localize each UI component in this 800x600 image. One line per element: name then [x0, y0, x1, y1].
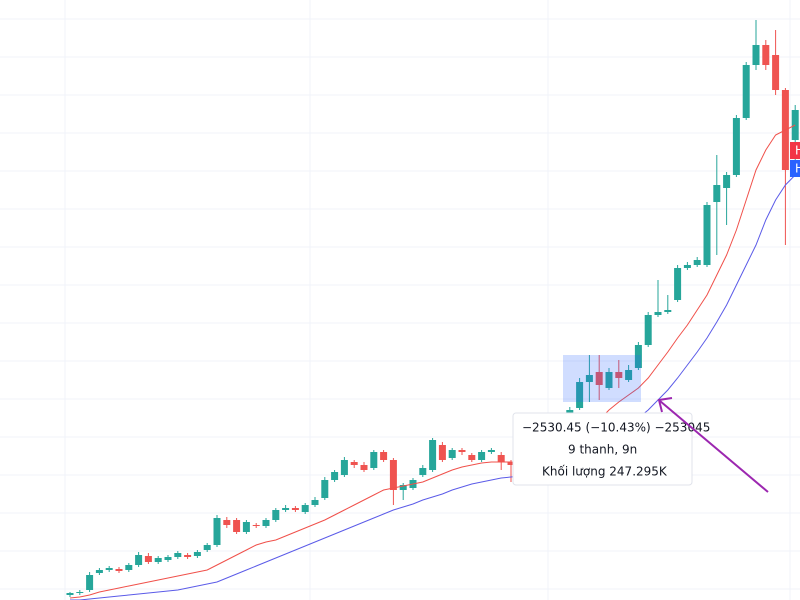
candle-body: [674, 268, 682, 300]
candle-body: [772, 55, 780, 90]
candle-body: [184, 555, 192, 557]
candle-body: [291, 508, 299, 510]
candle-body: [634, 345, 642, 368]
candle-body: [389, 460, 397, 490]
candle-body: [301, 505, 309, 512]
candle-body: [252, 525, 260, 526]
candles: [66, 20, 799, 597]
candle-body: [331, 472, 339, 480]
candle-body: [174, 553, 182, 557]
candle-body: [233, 520, 241, 532]
candle-body: [272, 510, 280, 520]
candle-body: [468, 455, 476, 460]
candle-body: [654, 312, 662, 315]
candle-body: [399, 485, 407, 490]
candle-body: [311, 500, 319, 505]
candle-body: [242, 522, 250, 532]
candle-body: [203, 545, 211, 550]
candle-body: [125, 565, 133, 570]
candle-body: [350, 462, 358, 465]
candle-body: [380, 452, 388, 460]
candle-body: [115, 569, 123, 571]
candle-body: [370, 452, 378, 468]
candle-body: [66, 593, 74, 595]
candle-body: [595, 372, 603, 385]
moving-averages: [69, 124, 796, 600]
price-label: H: [795, 162, 800, 176]
candle-body: [223, 520, 231, 525]
candle-body: [752, 45, 760, 65]
candle-body: [644, 315, 652, 345]
candle-body: [340, 460, 348, 475]
candle-body: [723, 175, 731, 188]
ma-line: [69, 124, 796, 599]
candle-body: [360, 465, 368, 470]
arrow: [657, 397, 769, 493]
tooltip-bars: 9 thanh, 9n: [568, 443, 637, 457]
candle-body: [419, 468, 427, 475]
candle-body: [625, 370, 633, 380]
candle-body: [438, 445, 446, 460]
candle-body: [95, 570, 103, 573]
candle-body: [732, 118, 740, 175]
candle-body: [478, 452, 486, 460]
candle-body: [429, 440, 437, 470]
candle-body: [448, 450, 456, 458]
candle-body: [605, 372, 613, 388]
candle-body: [683, 265, 691, 268]
price-label-box: [790, 142, 800, 159]
candle-body: [615, 372, 623, 378]
candle-body: [262, 520, 270, 526]
candle-body: [144, 556, 152, 562]
candle-body: [762, 45, 770, 65]
selection-range: [563, 355, 641, 402]
candle-body: [164, 557, 172, 560]
ma-line: [70, 174, 796, 600]
candle-body: [703, 205, 711, 265]
candle-body: [213, 518, 221, 545]
candle-body: [742, 65, 750, 118]
candle-body: [713, 185, 721, 202]
candle-body: [497, 455, 505, 462]
price-label-box: [790, 160, 800, 177]
tooltip-volume: Khối lượng 247.295K: [542, 465, 668, 479]
candle-body: [693, 260, 701, 265]
candle-body: [135, 555, 143, 565]
candle-body: [507, 462, 515, 465]
candle-body: [576, 382, 584, 408]
candle-body: [282, 508, 290, 510]
candle-body: [193, 552, 201, 556]
tooltip-box: [512, 412, 693, 486]
price-label: H: [795, 144, 800, 158]
candle-body: [154, 558, 162, 562]
candle-body: [76, 592, 84, 593]
candle-body: [487, 450, 495, 452]
candle-body: [321, 480, 329, 498]
candle-body: [458, 450, 466, 452]
candle-body: [585, 375, 593, 382]
candle-body: [105, 568, 113, 570]
tooltip: −2530.45 (−10.43%) −253045 9 thanh, 9n K…: [512, 412, 710, 486]
candle-body: [664, 310, 672, 312]
candle-body: [86, 575, 94, 590]
tooltip-change: −2530.45 (−10.43%) −253045: [522, 421, 710, 435]
